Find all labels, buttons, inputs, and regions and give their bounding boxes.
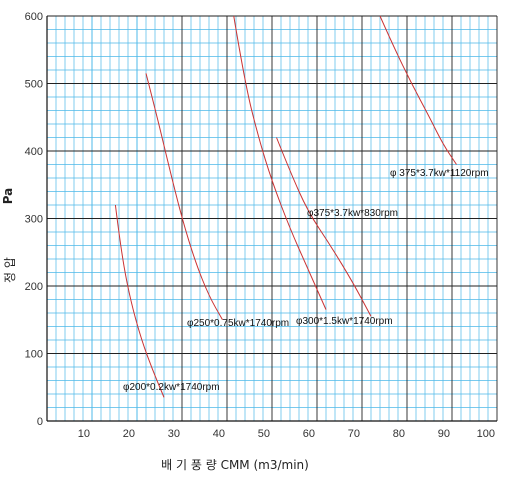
x-tick-label: 30 [168, 428, 180, 440]
x-tick-label: 90 [438, 428, 450, 440]
x-tick-label: 100 [477, 428, 495, 440]
grid [46, 15, 498, 422]
y-tick-label: 200 [25, 281, 43, 293]
x-tick-label: 10 [78, 428, 90, 440]
y-axis-title-korean: 정 압 [3, 257, 17, 283]
x-tick-label: 40 [213, 428, 225, 440]
y-tick-label: 100 [25, 349, 43, 361]
y-axis-title-unit: Pa [1, 188, 15, 205]
y-tick-label: 600 [25, 11, 43, 23]
x-tick-label: 60 [303, 428, 315, 440]
series-label-0: φ200*0.2kw*1740rpm [123, 382, 220, 393]
series-curve-0 [114, 204, 165, 398]
x-tick-label: 50 [258, 428, 270, 440]
x-tick-label: 70 [348, 428, 360, 440]
y-tick-label: 0 [37, 416, 43, 428]
series-label-4: φ 375*3.7kw*1120rpm [390, 168, 489, 179]
series-curve-4 [379, 15, 457, 165]
series-curve-2 [233, 15, 327, 310]
series-label-3: φ375*3.7kw*830rpm [307, 208, 398, 219]
series-curve-3 [276, 137, 372, 317]
y-tick-label: 300 [25, 214, 43, 226]
x-tick-label: 20 [123, 428, 135, 440]
x-axis-title: 배 기 풍 량 CMM (m3/min) [161, 458, 309, 472]
series-curves [114, 15, 457, 398]
series-label-1: φ250*0.75kw*1740rpm [187, 318, 289, 329]
series-label-2: φ300*1.5kw*1740rpm [296, 316, 393, 327]
x-tick-label: 80 [393, 428, 405, 440]
y-tick-label: 400 [25, 146, 43, 158]
series-curve-1 [145, 73, 223, 320]
labels: 10 20 30 40 50 60 70 80 90 100 0 100 200 300 400 500 600… [1, 11, 495, 472]
y-tick-label: 500 [25, 79, 43, 91]
